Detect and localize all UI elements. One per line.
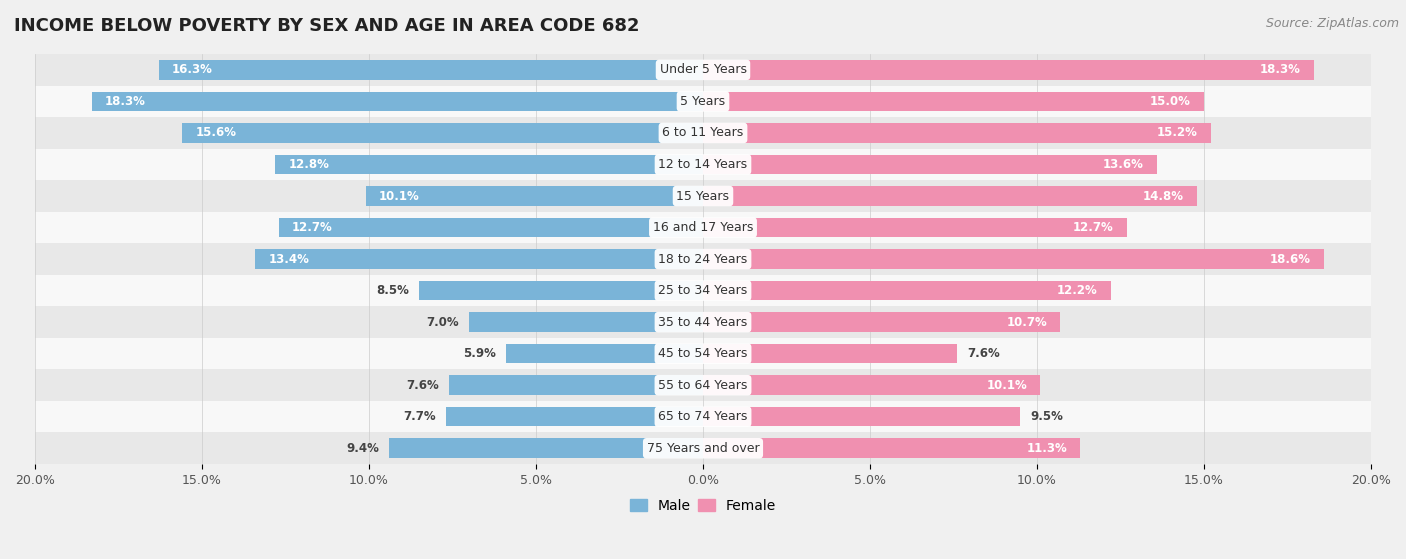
Bar <box>470 312 703 332</box>
Bar <box>703 281 1111 300</box>
Bar <box>35 54 1371 86</box>
Bar <box>389 438 703 458</box>
Bar <box>703 92 1204 111</box>
Text: 7.6%: 7.6% <box>967 347 1000 360</box>
Text: 12 to 14 Years: 12 to 14 Years <box>658 158 748 171</box>
Text: 15.2%: 15.2% <box>1157 126 1198 139</box>
Bar <box>703 249 1324 269</box>
Text: 18.6%: 18.6% <box>1270 253 1310 266</box>
Bar <box>276 155 703 174</box>
Text: 10.1%: 10.1% <box>986 378 1026 392</box>
Text: 18.3%: 18.3% <box>1260 63 1301 77</box>
Text: 13.4%: 13.4% <box>269 253 309 266</box>
Bar <box>35 401 1371 433</box>
Text: 12.7%: 12.7% <box>292 221 333 234</box>
Bar <box>449 376 703 395</box>
Text: 12.2%: 12.2% <box>1056 284 1097 297</box>
Text: 65 to 74 Years: 65 to 74 Years <box>658 410 748 423</box>
Text: 11.3%: 11.3% <box>1026 442 1067 455</box>
Text: 5 Years: 5 Years <box>681 95 725 108</box>
Text: 15.6%: 15.6% <box>195 126 236 139</box>
Text: INCOME BELOW POVERTY BY SEX AND AGE IN AREA CODE 682: INCOME BELOW POVERTY BY SEX AND AGE IN A… <box>14 17 640 35</box>
Text: 9.4%: 9.4% <box>346 442 380 455</box>
Text: Under 5 Years: Under 5 Years <box>659 63 747 77</box>
Bar <box>278 218 703 238</box>
Bar <box>703 60 1315 80</box>
Text: 15 Years: 15 Years <box>676 190 730 202</box>
Bar <box>181 123 703 143</box>
Text: 9.5%: 9.5% <box>1031 410 1063 423</box>
Text: 10.7%: 10.7% <box>1007 316 1047 329</box>
Bar <box>703 376 1040 395</box>
Bar <box>703 344 957 363</box>
Bar <box>419 281 703 300</box>
Bar <box>703 438 1080 458</box>
Text: 12.7%: 12.7% <box>1073 221 1114 234</box>
Bar <box>35 306 1371 338</box>
Text: 7.0%: 7.0% <box>426 316 460 329</box>
Bar <box>35 243 1371 275</box>
Text: 25 to 34 Years: 25 to 34 Years <box>658 284 748 297</box>
Text: Source: ZipAtlas.com: Source: ZipAtlas.com <box>1265 17 1399 30</box>
Bar <box>256 249 703 269</box>
Bar <box>35 180 1371 212</box>
Bar <box>35 149 1371 180</box>
Bar <box>35 338 1371 369</box>
Bar <box>703 123 1211 143</box>
Text: 55 to 64 Years: 55 to 64 Years <box>658 378 748 392</box>
Bar <box>35 86 1371 117</box>
Bar <box>703 312 1060 332</box>
Text: 7.7%: 7.7% <box>404 410 436 423</box>
Bar <box>35 433 1371 464</box>
Text: 10.1%: 10.1% <box>380 190 420 202</box>
Legend: Male, Female: Male, Female <box>624 494 782 519</box>
Bar <box>703 155 1157 174</box>
Bar <box>91 92 703 111</box>
Bar <box>446 407 703 427</box>
Text: 13.6%: 13.6% <box>1104 158 1144 171</box>
Text: 6 to 11 Years: 6 to 11 Years <box>662 126 744 139</box>
Bar <box>506 344 703 363</box>
Text: 45 to 54 Years: 45 to 54 Years <box>658 347 748 360</box>
Bar <box>703 186 1198 206</box>
Text: 8.5%: 8.5% <box>377 284 409 297</box>
Text: 18.3%: 18.3% <box>105 95 146 108</box>
Bar <box>35 369 1371 401</box>
Bar <box>35 212 1371 243</box>
Text: 15.0%: 15.0% <box>1150 95 1191 108</box>
Text: 18 to 24 Years: 18 to 24 Years <box>658 253 748 266</box>
Text: 75 Years and over: 75 Years and over <box>647 442 759 455</box>
Text: 35 to 44 Years: 35 to 44 Years <box>658 316 748 329</box>
Bar <box>35 117 1371 149</box>
Text: 5.9%: 5.9% <box>463 347 496 360</box>
Bar <box>703 218 1128 238</box>
Bar <box>366 186 703 206</box>
Text: 7.6%: 7.6% <box>406 378 439 392</box>
Text: 14.8%: 14.8% <box>1143 190 1184 202</box>
Text: 16 and 17 Years: 16 and 17 Years <box>652 221 754 234</box>
Text: 16.3%: 16.3% <box>172 63 212 77</box>
Bar <box>35 275 1371 306</box>
Bar <box>703 407 1021 427</box>
Text: 12.8%: 12.8% <box>288 158 329 171</box>
Bar <box>159 60 703 80</box>
